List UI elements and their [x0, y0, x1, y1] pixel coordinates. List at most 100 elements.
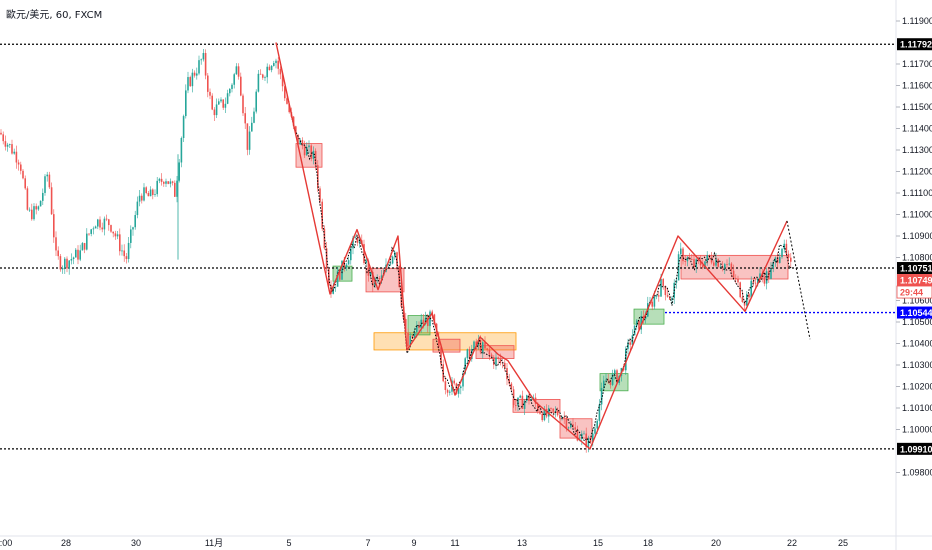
candle-body — [6, 144, 9, 147]
candle-body — [229, 88, 231, 94]
candle-body — [510, 383, 513, 390]
candle-body — [240, 76, 242, 96]
candle-body — [422, 319, 425, 324]
candle-body — [517, 397, 519, 406]
candle-body — [666, 295, 669, 297]
candle-body — [576, 429, 579, 441]
candle-body — [61, 267, 64, 270]
x-tick-label: 30 — [131, 538, 141, 548]
candle-body — [453, 380, 455, 384]
candle-body — [308, 145, 310, 148]
candle-body — [462, 373, 464, 387]
candle-body — [497, 357, 499, 359]
support-blue-tag-label: 1.10544 — [900, 308, 932, 318]
red-zone — [680, 254, 789, 280]
candle-body — [405, 319, 407, 333]
candle-body — [493, 357, 495, 365]
candle-body — [264, 77, 266, 79]
candle-body — [220, 99, 222, 102]
candle-body — [189, 77, 191, 87]
candle-body — [495, 357, 497, 365]
candle-body — [682, 248, 684, 262]
candle-body — [735, 277, 737, 279]
candle-body — [625, 348, 627, 371]
candle-body — [356, 237, 359, 243]
candle-body — [433, 314, 436, 324]
candle-body — [0, 132, 2, 135]
candle-body — [732, 270, 735, 278]
candle-body — [317, 165, 319, 189]
candle-body — [719, 266, 722, 268]
candle-body — [81, 243, 84, 251]
y-tick-label: 1.11100 — [902, 188, 932, 198]
candle-body — [55, 237, 57, 251]
candle-body — [541, 413, 543, 421]
candle-body — [746, 294, 748, 306]
candle-body — [44, 176, 46, 193]
candle-body — [759, 273, 761, 279]
candle-body — [68, 260, 70, 269]
support-bottom-tag-label: 1.09910 — [900, 444, 932, 454]
x-tick-label: :00 — [0, 538, 12, 548]
candle-body — [664, 285, 667, 296]
candle-body — [440, 347, 442, 365]
current-price-tag — [897, 274, 932, 287]
candle-body — [636, 320, 638, 326]
candle-body — [642, 316, 645, 319]
candle-body — [486, 348, 488, 350]
candle-body — [592, 433, 594, 443]
candle-body — [587, 438, 590, 448]
candle-body — [460, 386, 462, 389]
candle-body — [275, 60, 277, 64]
candle-body — [715, 259, 717, 266]
candle-body — [710, 257, 713, 263]
candle-body — [488, 349, 491, 355]
candle-body — [301, 140, 304, 146]
candle-body — [594, 428, 596, 434]
candle-body — [660, 279, 662, 297]
candle-body — [596, 420, 598, 429]
y-tick-label: 1.09800 — [902, 468, 932, 478]
x-tick-label: 7 — [365, 538, 370, 548]
candle-body — [4, 141, 7, 147]
candle-body — [57, 250, 59, 257]
candle-body — [130, 229, 132, 243]
candle-body — [191, 72, 194, 87]
candle-body — [350, 248, 352, 261]
candle-body — [768, 271, 770, 279]
candle-body — [585, 433, 587, 448]
candle-body — [686, 257, 689, 262]
candle-body — [88, 233, 90, 235]
candle-body — [110, 225, 112, 232]
candle-body — [658, 295, 660, 297]
candle-body — [108, 219, 110, 226]
x-tick-label: 25 — [838, 538, 848, 548]
candle-body — [699, 260, 702, 266]
candle-body — [537, 403, 539, 412]
candle-body — [363, 244, 365, 263]
candle-body — [605, 379, 607, 381]
candle-body — [295, 126, 297, 135]
candle-body — [651, 301, 653, 307]
zones-layer — [295, 143, 789, 439]
candle-body — [345, 264, 348, 268]
candle-body — [105, 218, 108, 220]
candle-body — [336, 271, 339, 287]
candle-body — [75, 249, 77, 258]
candle-body — [310, 145, 312, 159]
candle-body — [2, 134, 4, 142]
candle-body — [237, 66, 240, 77]
candle-body — [77, 249, 79, 260]
candle-body — [165, 181, 167, 184]
candle-body — [680, 248, 682, 255]
candle-body — [398, 266, 400, 287]
candle-body — [196, 73, 198, 76]
candle-body — [671, 297, 673, 300]
candle-body — [367, 260, 370, 276]
candle-body — [400, 286, 403, 307]
candle-body — [226, 93, 229, 104]
candle-body — [477, 339, 480, 346]
candle-body — [224, 103, 227, 108]
candle-body — [693, 259, 695, 267]
